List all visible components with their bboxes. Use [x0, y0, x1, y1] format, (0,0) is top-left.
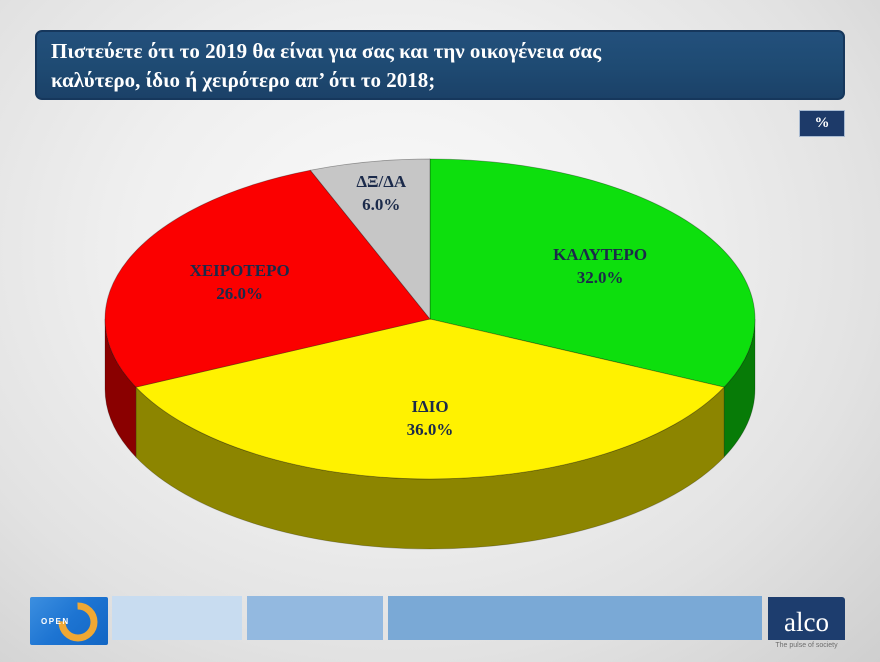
open-tv-logo: OPEN [30, 597, 108, 645]
percent-badge: % [799, 110, 845, 137]
pie-slice-3 [309, 158, 431, 321]
open-logo-arc-icon [58, 602, 98, 642]
alco-logo-label: alco [784, 607, 829, 637]
footer-bar-2 [247, 596, 383, 640]
footer-bar-3 [388, 596, 762, 640]
open-logo-label: OPEN [41, 617, 70, 626]
footer-bar-1 [112, 596, 242, 640]
pie-slice-1 [135, 318, 725, 480]
question-title-line1: Πιστεύετε ότι το 2019 θα είναι για σας κ… [51, 39, 602, 63]
alco-logo: alco [768, 597, 845, 640]
alco-tagline: The pulse of society [775, 642, 838, 649]
percent-badge-label: % [814, 115, 830, 131]
pie-slice-0 [429, 158, 756, 388]
pie-slice-2 [104, 169, 431, 388]
question-title-line2: καλύτερο, ίδιο ή χειρότερο απ’ ότι το 20… [51, 68, 436, 92]
question-title: Πιστεύετε ότι το 2019 θα είναι για σας κ… [35, 30, 845, 100]
